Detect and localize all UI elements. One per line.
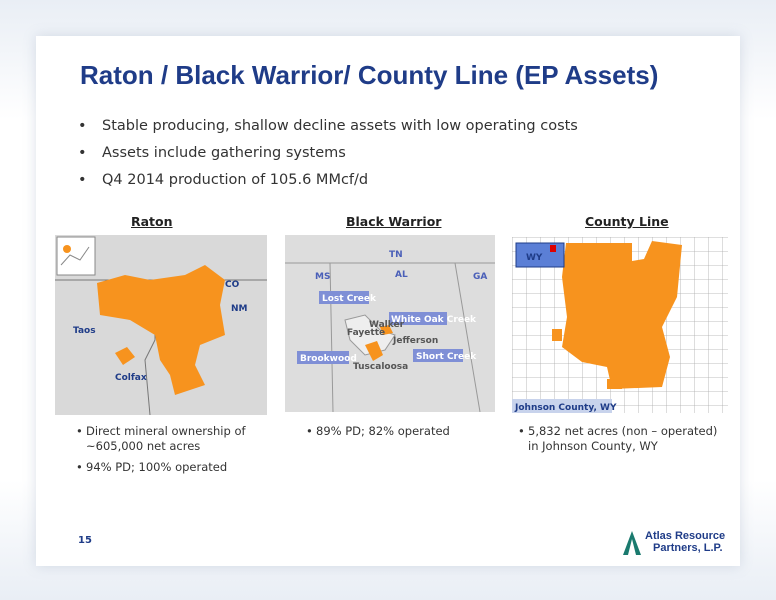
map-label: AL xyxy=(395,270,408,280)
bullet: 94% PD; 100% operated xyxy=(76,460,256,475)
raton-map: CO NM Taos Colfax xyxy=(55,235,267,415)
map-label: Jefferson xyxy=(392,336,438,346)
map-label: TN xyxy=(389,250,403,260)
map-label: CO xyxy=(225,280,240,290)
panel-bullets: 5,832 net acres (non – operated) in John… xyxy=(518,424,723,460)
map-label: Fayette xyxy=(347,328,385,338)
map-label: MS xyxy=(315,272,330,282)
map-label: Walker xyxy=(369,320,405,330)
bullet: 89% PD; 82% operated xyxy=(306,424,486,439)
panel-heading: Raton xyxy=(131,214,173,229)
bullet: 5,832 net acres (non – operated) in John… xyxy=(518,424,723,454)
panel-bullets: 89% PD; 82% operated xyxy=(306,424,486,445)
black-warrior-map: TN MS AL GA Lost Creek White Oak Creek B… xyxy=(285,235,495,412)
map-label: White Oak Creek xyxy=(391,315,477,325)
map-label: Colfax xyxy=(115,373,147,383)
map-label: NM xyxy=(231,304,248,314)
logo-line: Atlas Resource xyxy=(645,530,726,542)
map-label: Brookwood xyxy=(300,354,357,364)
map-label: Short Creek xyxy=(416,352,477,362)
map-label: Lost Creek xyxy=(322,294,377,304)
panel-heading: County Line xyxy=(585,214,669,229)
bullet: Q4 2014 production of 105.6 MMcf/d xyxy=(78,172,578,199)
page-number: 15 xyxy=(78,535,92,546)
map-label: Taos xyxy=(73,326,96,336)
bullet: Assets include gathering systems xyxy=(78,145,578,172)
map-label: GA xyxy=(473,272,487,282)
bullet: Stable producing, shallow decline assets… xyxy=(78,118,578,145)
logo-line: Partners, L.P. xyxy=(653,542,723,554)
bullet-list: Stable producing, shallow decline assets… xyxy=(78,118,578,199)
logo-text: Atlas Resource Partners, L.P. xyxy=(645,530,725,554)
title: Raton / Black Warrior/ County Line (EP A… xyxy=(80,60,659,90)
county-line-map: WY Johnson County, WY xyxy=(512,237,728,413)
logo-mark xyxy=(623,531,641,555)
panel-heading: Black Warrior xyxy=(346,214,442,229)
bullet: Direct mineral ownership of ~605,000 net… xyxy=(76,424,256,454)
map-label: WY xyxy=(526,253,543,263)
panel-bullets: Direct mineral ownership of ~605,000 net… xyxy=(76,424,256,481)
map-label: Tuscaloosa xyxy=(353,362,408,372)
map-label: Johnson County, WY xyxy=(514,403,617,413)
